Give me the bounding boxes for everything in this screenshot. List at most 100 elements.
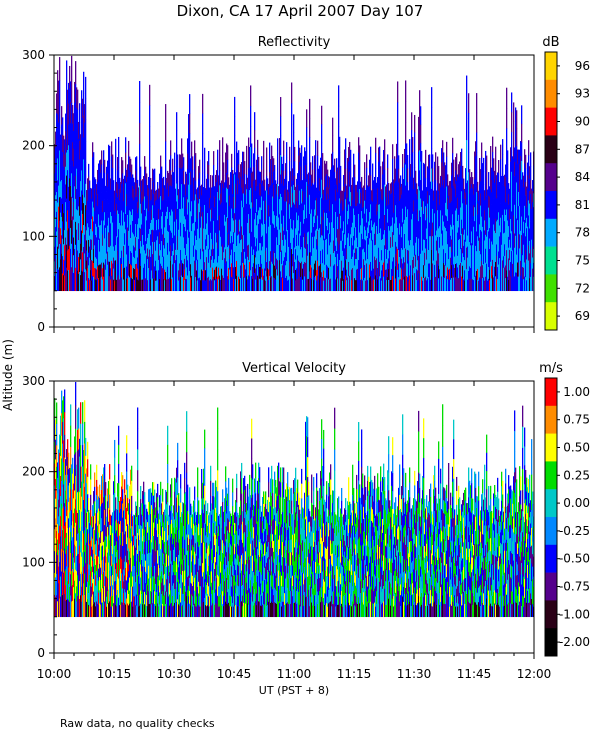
field-cell — [274, 227, 276, 241]
field-cell — [83, 268, 85, 292]
field-cell — [483, 171, 485, 185]
field-cell — [361, 245, 363, 257]
field-cell — [395, 241, 397, 255]
field-cell — [99, 238, 101, 252]
field-cell — [404, 148, 406, 164]
field-cell — [119, 256, 121, 269]
field-cell — [163, 279, 165, 292]
colorbar-label: 96 — [575, 59, 590, 73]
field-cell — [267, 189, 269, 202]
field-cell — [488, 219, 490, 232]
field-cell — [179, 208, 181, 223]
field-cell — [188, 184, 190, 203]
field-cell — [101, 220, 103, 235]
field-cell — [141, 246, 143, 258]
field-cell — [487, 240, 489, 251]
field-cell — [488, 172, 490, 185]
field-cell — [249, 276, 251, 292]
field-cell — [157, 192, 159, 205]
field-cell — [440, 244, 442, 257]
field-cell — [305, 276, 307, 292]
field-cell — [113, 224, 115, 236]
field-cell — [382, 187, 384, 201]
field-cell — [428, 222, 430, 237]
field-cell — [324, 212, 326, 226]
field-cell — [416, 237, 418, 249]
field-cell — [112, 277, 114, 292]
field-cell — [153, 218, 155, 231]
field-cell — [154, 266, 156, 279]
field-cell — [363, 248, 365, 260]
field-cell — [285, 175, 287, 189]
field-cell — [267, 178, 269, 190]
field-cell — [89, 202, 91, 214]
field-cell — [452, 183, 454, 200]
field-cell — [343, 186, 345, 199]
field-cell — [497, 184, 499, 197]
field-cell — [288, 192, 290, 204]
field-cell — [433, 200, 435, 211]
field-cell — [252, 183, 254, 196]
field-cell — [124, 210, 126, 223]
field-cell — [303, 277, 305, 292]
field-cell — [407, 236, 409, 251]
field-cell — [272, 156, 274, 170]
field-cell — [268, 216, 270, 227]
field-cell — [235, 243, 237, 256]
field-cell — [76, 148, 78, 170]
field-cell — [373, 268, 375, 280]
field-cell — [236, 245, 238, 262]
field-cell — [295, 186, 297, 198]
field-cell — [137, 246, 139, 258]
field-cell — [205, 270, 207, 281]
field-cell — [73, 237, 75, 256]
field-cell — [89, 180, 91, 192]
field-cell — [128, 185, 130, 202]
field-cell — [248, 275, 250, 292]
field-cell — [57, 224, 59, 247]
field-cell — [55, 274, 57, 292]
field-cell — [112, 209, 114, 223]
field-cell — [327, 278, 329, 292]
field-cell — [82, 175, 84, 196]
field-cell — [158, 198, 160, 210]
field-cell — [95, 190, 97, 202]
field-cell — [327, 254, 329, 267]
field-cell — [240, 202, 242, 216]
field-cell — [56, 113, 58, 134]
field-cell — [455, 277, 457, 292]
field-cell — [229, 195, 231, 207]
field-cell — [422, 200, 424, 211]
field-cell — [460, 151, 462, 167]
field-cell — [191, 246, 193, 262]
field-cell — [506, 87, 508, 109]
field-cell — [290, 266, 292, 280]
field-cell — [323, 250, 325, 261]
field-cell — [467, 224, 469, 236]
field-cell — [232, 169, 234, 183]
field-cell — [284, 223, 286, 236]
field-cell — [106, 203, 108, 217]
field-cell — [272, 183, 274, 197]
field-cell — [290, 278, 292, 292]
field-cell — [203, 249, 205, 260]
field-cell — [59, 173, 61, 198]
field-cell — [344, 149, 346, 164]
field-cell — [142, 201, 144, 213]
field-cell — [65, 131, 67, 150]
field-cell — [69, 223, 71, 247]
field-cell — [309, 214, 311, 234]
field-cell — [388, 226, 390, 238]
field-cell — [197, 218, 199, 230]
field-cell — [230, 255, 232, 268]
field-cell — [171, 279, 173, 292]
field-cell — [410, 278, 412, 292]
field-cell — [253, 249, 255, 264]
field-cell — [375, 214, 377, 230]
field-cell — [447, 255, 449, 268]
field-cell — [508, 279, 510, 292]
field-cell — [432, 263, 434, 278]
field-cell — [177, 168, 179, 183]
field-cell — [179, 263, 181, 278]
field-cell — [92, 201, 94, 217]
